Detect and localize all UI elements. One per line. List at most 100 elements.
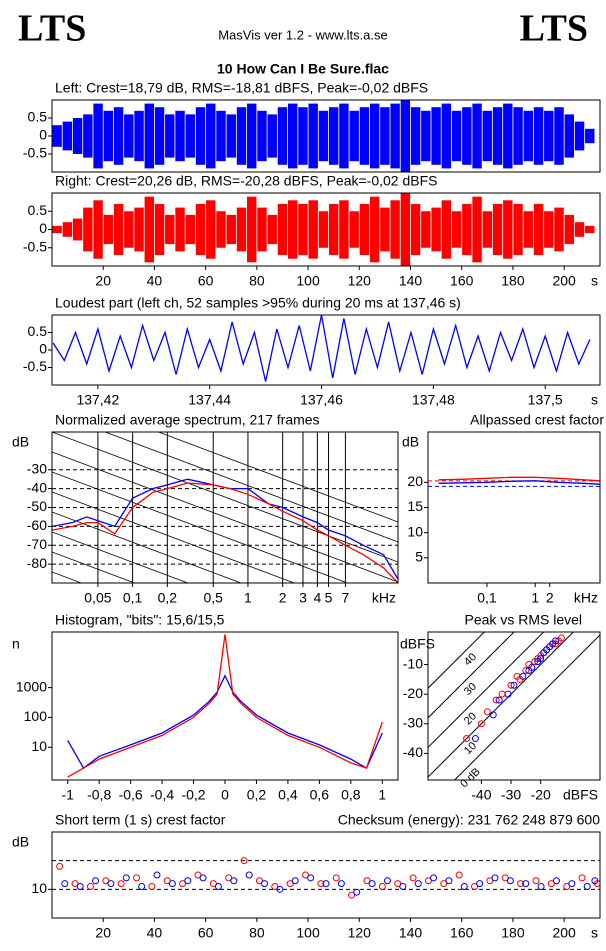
waveform-segment (52, 125, 62, 147)
waveform-segment (83, 114, 93, 158)
diagonal-line (428, 632, 575, 778)
point (463, 735, 471, 743)
x-tick-label: -0,4 (150, 787, 174, 803)
waveform-segment (503, 200, 513, 259)
point (424, 877, 432, 885)
chart-title: Peak vs RMS level (465, 612, 582, 628)
y-tick-label: 20 (407, 473, 423, 489)
x-tick-label: 200 (552, 273, 576, 289)
point (528, 664, 536, 672)
y-tick-label: 100 (24, 708, 48, 724)
point (102, 877, 110, 885)
waveform-segment (554, 107, 564, 165)
plot-area (67, 634, 383, 778)
point (568, 880, 576, 888)
point (476, 880, 484, 888)
waveform-segment (359, 203, 370, 256)
waveform-segment (318, 211, 329, 248)
y-axis-label: n (12, 636, 20, 652)
waveform-segment (267, 214, 277, 245)
waveform-segment (175, 207, 185, 252)
waveform-segment (195, 203, 206, 256)
waveform-segment (441, 103, 452, 169)
waveform-segment (359, 107, 370, 165)
waveform-segment (544, 211, 554, 248)
point (302, 871, 310, 879)
point (199, 874, 207, 882)
diagonal-line (453, 634, 600, 780)
point (353, 888, 361, 896)
slope-guide (157, 432, 398, 523)
point (245, 871, 253, 879)
waveform-segment (533, 107, 544, 165)
plot-frame (51, 192, 601, 267)
point (504, 690, 512, 698)
plot-area (52, 315, 591, 382)
point (557, 634, 565, 642)
x-tick-label: 137,44 (188, 392, 231, 408)
slope-guide (52, 652, 398, 782)
y-tick-label: -10 (403, 655, 423, 671)
diagonal-label: 20 (462, 710, 479, 727)
waveform-segment (93, 200, 103, 259)
waveform-segment (72, 218, 83, 241)
waveform-segment (431, 207, 441, 252)
waveform-segment (277, 107, 288, 165)
point (225, 874, 233, 882)
point (291, 877, 299, 885)
x-tick-label: 4 (313, 590, 321, 606)
point (271, 882, 279, 890)
waveform-segment (247, 103, 257, 169)
waveform-segment (308, 200, 318, 259)
series-line (438, 476, 600, 482)
y-tick-label: 10 (31, 738, 47, 754)
point (194, 871, 202, 879)
point (506, 877, 514, 885)
point (214, 882, 222, 890)
point (519, 672, 527, 680)
waveform-segment (165, 214, 175, 245)
diagonal-line (428, 632, 486, 689)
y-tick-label: 0 (39, 341, 47, 357)
point (363, 877, 371, 885)
app-name: MasVis ver 1.2 - www.lts.a.se (218, 27, 388, 42)
point (76, 882, 84, 890)
y-tick-label: 15 (407, 498, 423, 514)
waveform-segment (421, 110, 431, 162)
series-line (67, 634, 383, 778)
point (209, 880, 217, 888)
waveform-segment (441, 200, 452, 259)
plot-area (428, 476, 600, 487)
x-tick-label: 137,42 (76, 392, 119, 408)
slope-guide (52, 531, 189, 583)
point (455, 871, 463, 879)
y-tick-label: 0 (39, 220, 47, 236)
point (471, 882, 479, 890)
x-tick-label: 0 (221, 787, 229, 803)
waveform-segment (492, 203, 503, 256)
slope-guide (52, 491, 296, 583)
x-tick-label: 2 (279, 590, 287, 606)
waveform-segment (206, 200, 216, 259)
point (317, 880, 325, 888)
waveform-segment (113, 107, 124, 165)
plot-area (52, 432, 398, 782)
chart-title: Loudest part (left ch, 52 samples >95% d… (55, 295, 461, 311)
waveform-segment (247, 196, 257, 263)
waveform-segment (83, 207, 93, 252)
waveform-segment (134, 110, 144, 162)
x-tick-label: 3 (299, 590, 307, 606)
waveform-segment (585, 128, 595, 144)
y-tick-label: -0.5 (23, 238, 47, 254)
x-tick-label: 140 (399, 925, 423, 941)
waveform-segment (257, 110, 267, 162)
waveform-segment (103, 214, 114, 245)
x-axis-label: s (591, 925, 598, 941)
waveform-segment (144, 196, 155, 263)
waveform-segment (574, 121, 585, 151)
series-line (52, 482, 398, 583)
x-tick-label: 120 (348, 925, 372, 941)
point (409, 874, 417, 882)
waveform-segment (544, 110, 554, 162)
waveform-segment (52, 225, 62, 234)
